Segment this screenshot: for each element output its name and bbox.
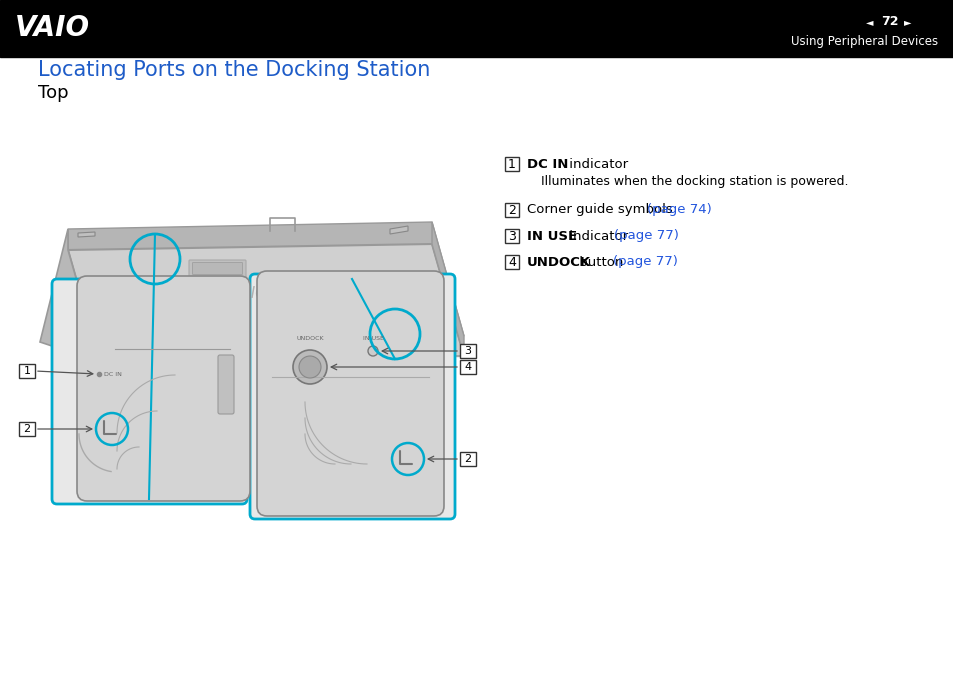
Text: DC IN: DC IN: [104, 371, 122, 377]
Polygon shape: [78, 232, 95, 237]
Bar: [0, 0, 953, 57]
Text: Locating Ports on the Docking Station: Locating Ports on the Docking Station: [38, 60, 430, 80]
Text: VAIO: VAIO: [232, 286, 268, 301]
FancyBboxPatch shape: [250, 274, 455, 519]
FancyBboxPatch shape: [504, 255, 518, 269]
Text: 3: 3: [464, 346, 471, 356]
Text: indicator: indicator: [564, 230, 632, 243]
Text: 4: 4: [464, 362, 471, 372]
FancyBboxPatch shape: [459, 344, 476, 358]
Text: UNDOCK: UNDOCK: [295, 336, 323, 342]
Text: Corner guide symbols: Corner guide symbols: [526, 204, 677, 216]
Text: DC IN: DC IN: [526, 158, 568, 171]
Polygon shape: [68, 244, 463, 362]
FancyBboxPatch shape: [77, 276, 250, 501]
Text: 2: 2: [508, 204, 516, 216]
Text: VAIO: VAIO: [15, 15, 90, 42]
Text: indicator: indicator: [564, 158, 627, 171]
FancyBboxPatch shape: [19, 364, 35, 378]
Circle shape: [368, 346, 377, 356]
FancyBboxPatch shape: [459, 452, 476, 466]
Text: IN USE: IN USE: [526, 230, 577, 243]
Text: Illuminates when the docking station is powered.: Illuminates when the docking station is …: [540, 175, 847, 189]
Text: 2: 2: [24, 424, 30, 434]
Text: Using Peripheral Devices: Using Peripheral Devices: [790, 34, 937, 48]
Text: ►: ►: [903, 17, 911, 27]
Text: (page 77): (page 77): [613, 255, 678, 268]
Text: 72: 72: [881, 15, 898, 28]
Text: 1: 1: [24, 366, 30, 376]
Text: 4: 4: [508, 255, 516, 268]
FancyBboxPatch shape: [218, 355, 233, 414]
Polygon shape: [68, 222, 463, 336]
Polygon shape: [40, 229, 100, 362]
Text: Top: Top: [38, 84, 69, 102]
FancyBboxPatch shape: [504, 229, 518, 243]
Polygon shape: [432, 222, 463, 356]
Circle shape: [298, 356, 320, 378]
FancyBboxPatch shape: [459, 360, 476, 374]
FancyBboxPatch shape: [504, 203, 518, 217]
FancyBboxPatch shape: [256, 271, 443, 516]
Text: (page 77): (page 77): [614, 230, 679, 243]
FancyBboxPatch shape: [189, 260, 246, 277]
Text: UNDOCK: UNDOCK: [526, 255, 591, 268]
Text: (page 74): (page 74): [646, 204, 711, 216]
Circle shape: [293, 350, 327, 384]
Text: 1: 1: [508, 158, 516, 171]
FancyBboxPatch shape: [19, 422, 35, 436]
FancyBboxPatch shape: [52, 279, 247, 504]
FancyBboxPatch shape: [193, 262, 242, 274]
Polygon shape: [390, 226, 408, 234]
Text: 2: 2: [464, 454, 471, 464]
FancyBboxPatch shape: [504, 157, 518, 171]
Text: ◄: ◄: [865, 17, 873, 27]
Text: button: button: [575, 255, 627, 268]
Text: 3: 3: [508, 230, 516, 243]
Text: IN USE: IN USE: [362, 336, 383, 342]
